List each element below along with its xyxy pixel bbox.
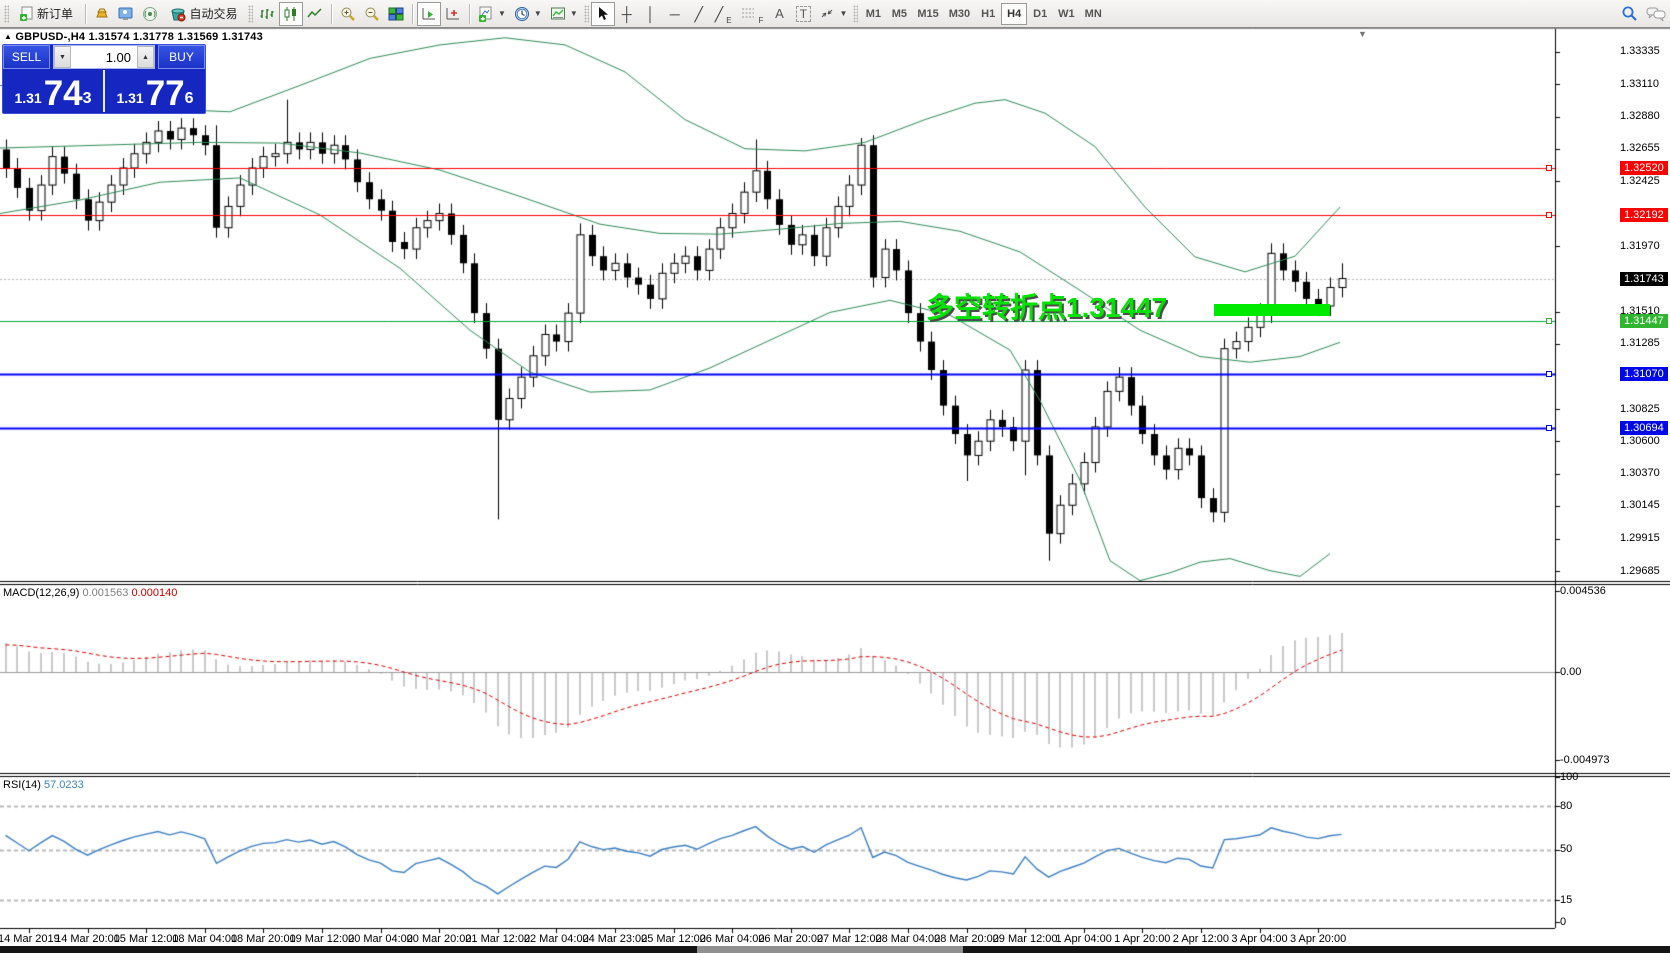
time-axis-label: 14 Mar 20:00 [55, 933, 120, 945]
sell-button[interactable]: SELL [3, 45, 50, 69]
price-level-label: 1.31447 [1620, 313, 1668, 328]
price-axis-tick: 1.32655 [1620, 142, 1660, 155]
macd-signal-value: 0.000140 [131, 587, 178, 599]
rsi-label: RSI(14) 57.0233 [3, 779, 84, 791]
volume-stepper: ▼ 1.00 ▲ [53, 45, 155, 69]
buy-price-sup: 6 [184, 90, 194, 107]
sell-price-prefix: 1.31 [14, 89, 42, 106]
collapse-triangle-icon[interactable]: ▲ [4, 32, 13, 41]
price-axis-tick: 1.33110 [1620, 77, 1659, 90]
rsi-name: RSI(14) [3, 779, 41, 791]
price-axis-tick: 1.31285 [1620, 337, 1660, 350]
time-axis-label: 18 Mar 20:00 [230, 933, 296, 945]
rsi-axis-tick: 50 [1560, 843, 1573, 855]
price-level-label: 1.32520 [1620, 160, 1668, 175]
horizontal-scrollbar[interactable] [0, 946, 1670, 953]
time-axis-label: 26 Mar 04:00 [699, 933, 765, 945]
time-axis-label: 1 Apr 20:00 [1114, 933, 1171, 945]
macd-name: MACD(12,26,9) [3, 587, 80, 599]
macd-label: MACD(12,26,9) 0.001563 0.000140 [3, 587, 177, 599]
time-axis-label: 3 Apr 04:00 [1231, 933, 1288, 945]
price-axis-tick: 1.32880 [1620, 110, 1660, 123]
time-axis-label: 24 Mar 23:00 [582, 933, 648, 945]
time-axis-label: 20 Mar 04:00 [348, 933, 413, 945]
time-axis-label: 21 Mar 12:00 [465, 933, 531, 945]
rsi-axis-tick: 100 [1560, 770, 1579, 783]
buy-button[interactable]: BUY [158, 45, 205, 69]
line-anchor-handle[interactable] [1546, 164, 1552, 171]
time-axis-label: 14 Mar 2019 [0, 933, 60, 945]
time-axis-label: 3 Apr 20:00 [1289, 933, 1347, 945]
rsi-axis-tick: 80 [1560, 799, 1573, 812]
chart-shift-marker-icon[interactable]: ▼ [1358, 29, 1367, 39]
macd-value: 0.001563 [82, 587, 129, 599]
macd-axis-tick: 0.004536 [1560, 584, 1606, 597]
price-axis-tick: 1.30145 [1620, 499, 1660, 512]
scrollbar-thumb[interactable] [697, 946, 963, 953]
one-click-trading-panel: SELL ▼ 1.00 ▲ BUY 1.31 74 3 1.31 77 6 [2, 44, 206, 114]
price-axis-tick: 1.33335 [1620, 45, 1660, 58]
symbol-ohlc-text: GBPUSD-,H4 1.31574 1.31778 1.31569 1.317… [15, 31, 263, 43]
rsi-axis-tick: 0 [1560, 915, 1567, 928]
price-axis-tick: 1.29685 [1620, 564, 1660, 577]
buy-price[interactable]: 1.31 77 6 [105, 70, 205, 112]
volume-decrease-button[interactable]: ▼ [54, 46, 71, 68]
annotation-text[interactable]: 多空转折点1.31447 [926, 292, 1168, 323]
buy-price-main: 77 [145, 73, 185, 113]
line-anchor-handle[interactable] [1546, 317, 1552, 324]
price-axis-tick: 1.32425 [1620, 174, 1660, 187]
time-axis-label: 28 Mar 20:00 [934, 933, 999, 945]
line-anchor-handle[interactable] [1546, 211, 1552, 218]
price-axis-tick: 1.30825 [1620, 402, 1660, 415]
sell-price-sup: 3 [82, 90, 92, 107]
sell-price-main: 74 [43, 73, 83, 113]
price-level-label: 1.30694 [1620, 420, 1668, 435]
time-axis-label: 29 Mar 12:00 [992, 933, 1058, 945]
time-axis-label: 19 Mar 12:00 [289, 933, 355, 945]
time-axis-label: 28 Mar 04:00 [875, 933, 941, 945]
price-axis-tick: 1.30370 [1620, 467, 1660, 480]
highlight-trend-segment[interactable] [1214, 304, 1330, 316]
time-axis-label: 27 Mar 12:00 [816, 933, 882, 945]
time-axis-label: 22 Mar 04:00 [523, 933, 589, 945]
time-axis-label: 2 Apr 12:00 [1172, 933, 1230, 945]
rsi-axis-tick: 15 [1560, 893, 1573, 906]
symbol-title: ▲ GBPUSD-,H4 1.31574 1.31778 1.31569 1.3… [4, 31, 263, 43]
time-axis-label: 20 Mar 20:00 [406, 933, 472, 945]
rsi-value: 57.0233 [43, 779, 84, 791]
time-axis-label: 15 Mar 12:00 [113, 933, 179, 945]
volume-input[interactable]: 1.00 [71, 46, 137, 68]
price-axis-tick: 1.29915 [1620, 532, 1660, 545]
price-level-label: 1.31070 [1620, 367, 1668, 382]
macd-axis-tick: -0.004973 [1560, 753, 1610, 766]
price-axis-tick: 1.31970 [1620, 239, 1660, 252]
time-axis-label: 26 Mar 20:00 [758, 933, 824, 945]
time-axis-label: 25 Mar 12:00 [641, 933, 706, 945]
price-axis-tick: 1.30600 [1620, 434, 1660, 447]
price-level-label: 1.31743 [1620, 271, 1668, 286]
time-axis-label: 18 Mar 04:00 [172, 933, 238, 945]
price-level-label: 1.32192 [1620, 207, 1668, 222]
time-axis-label: 1 Apr 04:00 [1055, 933, 1112, 945]
macd-axis-tick: 0.00 [1560, 665, 1582, 678]
volume-increase-button[interactable]: ▲ [137, 46, 154, 68]
sell-price[interactable]: 1.31 74 3 [3, 70, 105, 112]
buy-price-prefix: 1.31 [116, 89, 144, 106]
line-anchor-handle[interactable] [1546, 371, 1552, 378]
line-anchor-handle[interactable] [1546, 424, 1552, 431]
